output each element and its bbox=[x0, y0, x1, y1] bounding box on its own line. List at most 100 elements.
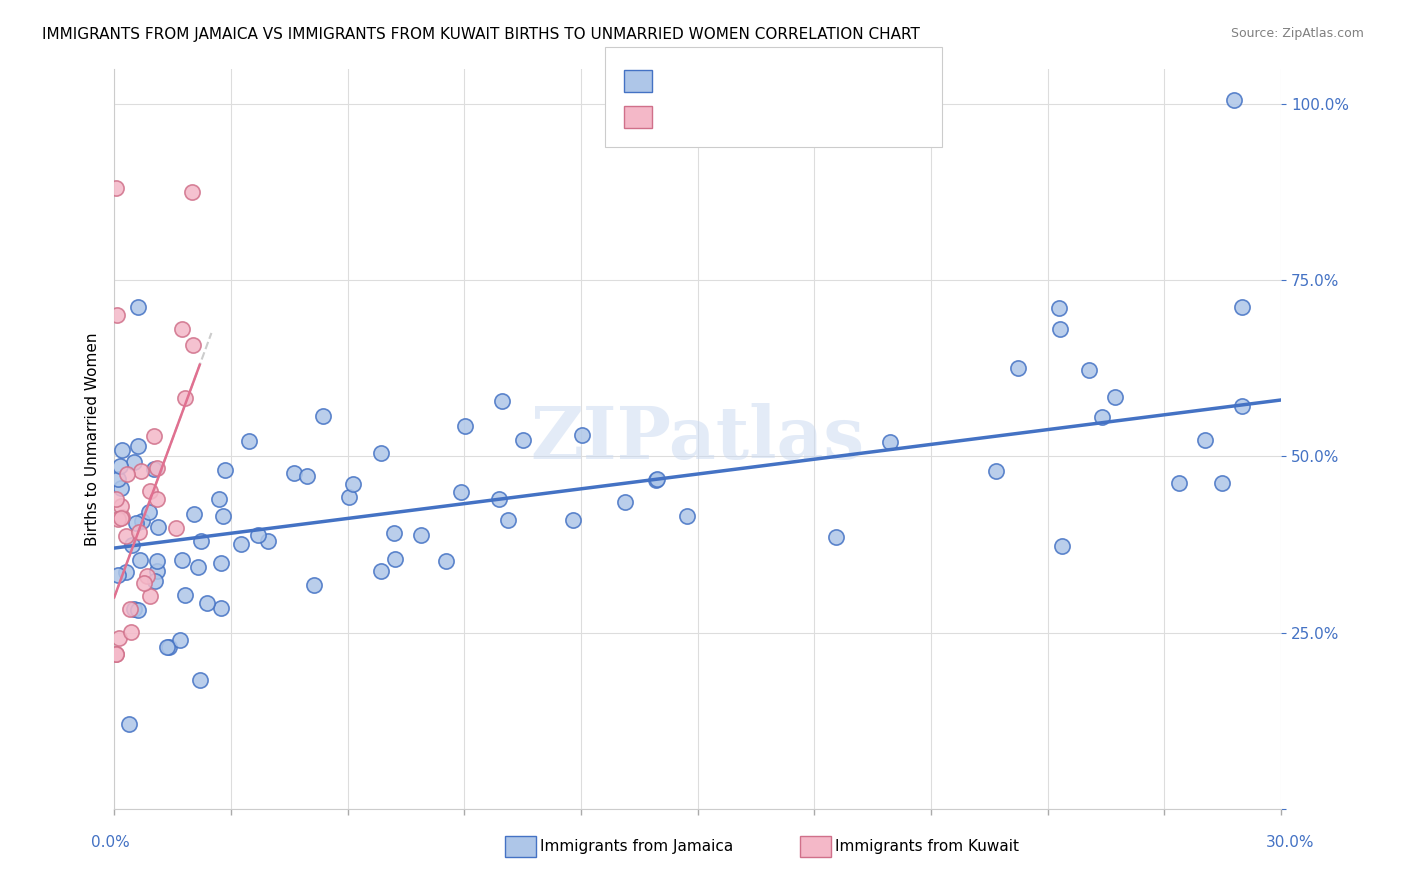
Point bbox=[256, 534, 278, 549]
Point bbox=[111, 510, 134, 524]
Point bbox=[238, 434, 260, 449]
Point bbox=[675, 508, 697, 523]
Point bbox=[107, 568, 129, 582]
Text: N =: N = bbox=[742, 74, 776, 88]
Point bbox=[644, 473, 666, 487]
Point bbox=[212, 509, 235, 524]
Point bbox=[118, 602, 141, 616]
Point bbox=[111, 443, 134, 458]
Point bbox=[145, 554, 167, 568]
Text: 28: 28 bbox=[759, 109, 780, 123]
Point bbox=[1049, 322, 1071, 336]
Point bbox=[188, 673, 211, 687]
Point bbox=[246, 528, 269, 542]
Point bbox=[110, 499, 132, 513]
Point bbox=[190, 534, 212, 549]
Point bbox=[122, 602, 145, 616]
Point bbox=[1167, 475, 1189, 490]
Text: ZIPatlas: ZIPatlas bbox=[530, 403, 865, 475]
Point bbox=[157, 640, 180, 655]
Point bbox=[105, 309, 128, 323]
Point bbox=[1091, 410, 1114, 425]
Point bbox=[411, 528, 433, 542]
Point bbox=[146, 461, 169, 475]
Point bbox=[127, 439, 149, 453]
Point bbox=[125, 516, 148, 530]
Point bbox=[384, 552, 406, 566]
Text: R =: R = bbox=[654, 110, 688, 124]
Point bbox=[115, 467, 138, 481]
Point bbox=[1230, 399, 1253, 413]
Point bbox=[108, 631, 131, 645]
Point bbox=[181, 185, 204, 199]
Text: IMMIGRANTS FROM JAMAICA VS IMMIGRANTS FROM KUWAIT BIRTHS TO UNMARRIED WOMEN CORR: IMMIGRANTS FROM JAMAICA VS IMMIGRANTS FR… bbox=[42, 27, 920, 42]
Point bbox=[129, 464, 152, 478]
Point bbox=[129, 553, 152, 567]
Point bbox=[143, 462, 166, 476]
Text: 0.408: 0.408 bbox=[675, 73, 723, 87]
Point bbox=[1052, 539, 1074, 553]
Point bbox=[209, 600, 232, 615]
Point bbox=[561, 513, 583, 527]
Point bbox=[107, 472, 129, 486]
Point bbox=[110, 481, 132, 495]
Point bbox=[614, 494, 637, 508]
Text: Immigrants from Jamaica: Immigrants from Jamaica bbox=[540, 839, 733, 854]
Point bbox=[127, 300, 149, 314]
Point bbox=[110, 511, 132, 525]
Point bbox=[105, 647, 128, 661]
Point bbox=[170, 322, 193, 336]
Point bbox=[145, 564, 167, 578]
Point bbox=[131, 514, 153, 528]
Point bbox=[302, 578, 325, 592]
Y-axis label: Births to Unmarried Women: Births to Unmarried Women bbox=[86, 332, 100, 546]
Point bbox=[105, 181, 128, 195]
Point bbox=[187, 560, 209, 574]
Point bbox=[370, 445, 392, 459]
Text: 0.596: 0.596 bbox=[675, 109, 723, 123]
Text: R =: R = bbox=[654, 74, 688, 88]
Point bbox=[127, 603, 149, 617]
Point bbox=[1047, 301, 1070, 315]
Point bbox=[145, 491, 167, 506]
Point bbox=[170, 553, 193, 567]
Text: Source: ZipAtlas.com: Source: ZipAtlas.com bbox=[1230, 27, 1364, 40]
Point bbox=[645, 471, 668, 485]
Point bbox=[128, 524, 150, 539]
Point bbox=[134, 576, 156, 591]
Point bbox=[1223, 93, 1246, 107]
Point bbox=[165, 521, 187, 535]
Point bbox=[1194, 433, 1216, 447]
Point bbox=[1211, 476, 1233, 491]
Point bbox=[107, 512, 129, 526]
Point bbox=[1230, 301, 1253, 315]
Point bbox=[283, 466, 305, 480]
Point bbox=[183, 507, 205, 521]
Point bbox=[512, 433, 534, 447]
Point bbox=[342, 477, 364, 491]
Point bbox=[174, 588, 197, 602]
Point bbox=[169, 632, 191, 647]
Text: N =: N = bbox=[742, 110, 776, 124]
Point bbox=[108, 458, 131, 473]
Point bbox=[496, 513, 519, 527]
Text: Immigrants from Kuwait: Immigrants from Kuwait bbox=[835, 839, 1019, 854]
Point bbox=[488, 491, 510, 506]
Point bbox=[450, 484, 472, 499]
Point bbox=[174, 391, 197, 405]
Point bbox=[143, 574, 166, 588]
Point bbox=[181, 338, 204, 352]
Point bbox=[104, 647, 127, 661]
Point bbox=[984, 464, 1007, 478]
Point bbox=[1077, 363, 1099, 377]
Point bbox=[156, 640, 179, 654]
Text: R = 0.596   N = 28: R = 0.596 N = 28 bbox=[640, 109, 785, 123]
Point bbox=[1104, 390, 1126, 404]
Text: 81: 81 bbox=[759, 73, 780, 87]
Point bbox=[138, 483, 160, 498]
Point bbox=[143, 429, 166, 443]
Point bbox=[434, 554, 457, 568]
Point bbox=[295, 469, 318, 483]
Text: R = 0.408   N = 81: R = 0.408 N = 81 bbox=[640, 73, 785, 87]
Point bbox=[146, 520, 169, 534]
